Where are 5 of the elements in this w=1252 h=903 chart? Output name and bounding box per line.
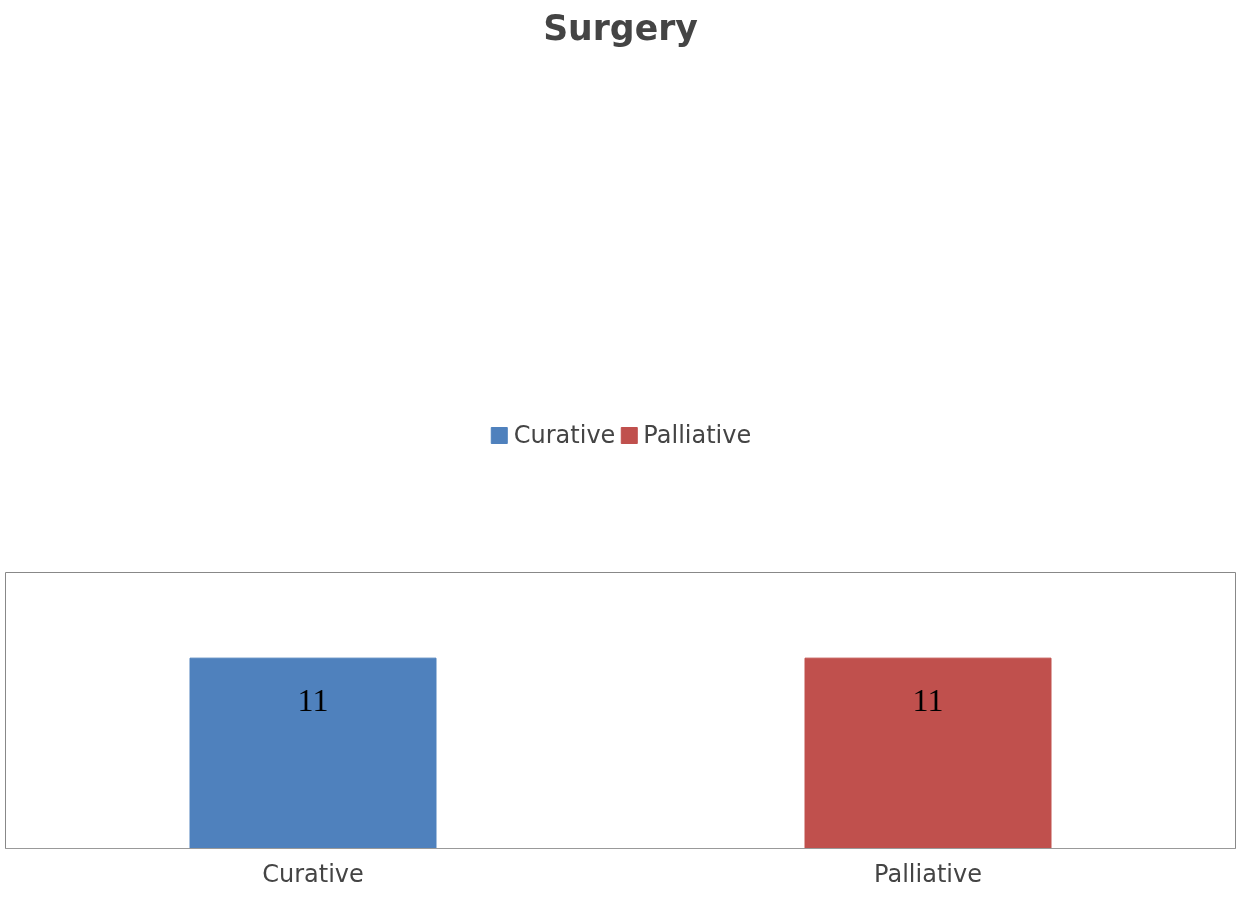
data-label: 11 <box>912 682 944 719</box>
legend-label: Palliative <box>643 421 752 449</box>
chart-title: Surgery <box>543 7 698 48</box>
legend-label: Curative <box>513 421 616 449</box>
data-label: 11 <box>297 682 329 719</box>
